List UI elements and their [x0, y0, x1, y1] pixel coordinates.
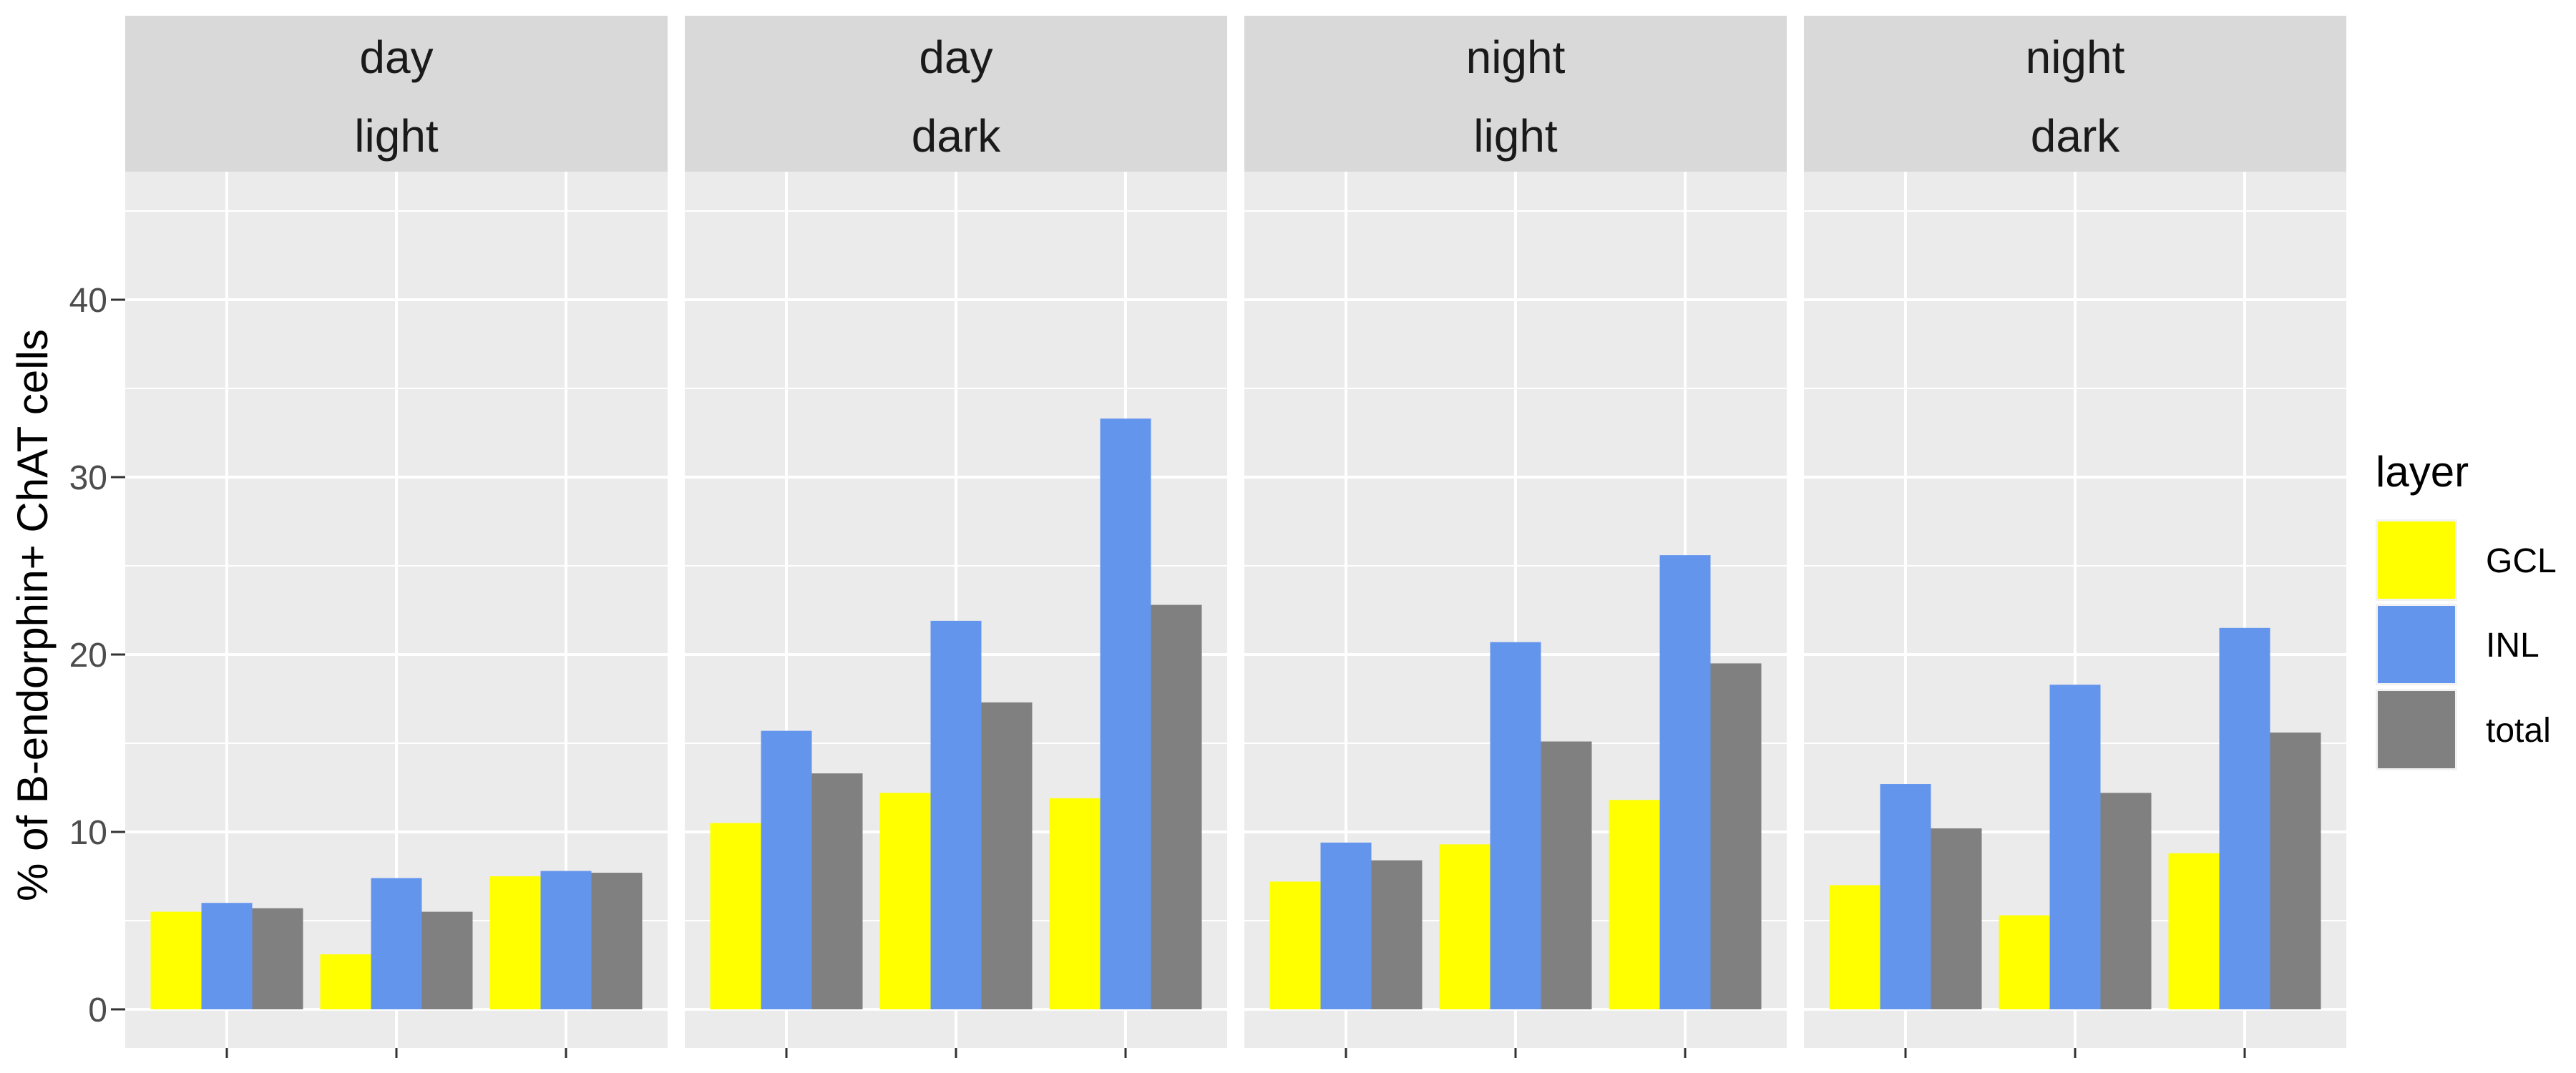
bar-inl [1880, 784, 1931, 1009]
bar-total [2270, 733, 2321, 1009]
bar-inl [761, 730, 812, 1009]
bar-total [1710, 663, 1762, 1009]
bar-gcl [1829, 885, 1880, 1009]
bar-total [981, 702, 1033, 1009]
bar-total [2100, 793, 2152, 1009]
bar-gcl [1439, 844, 1491, 1009]
bar-total [252, 908, 303, 1009]
bar-gcl [710, 823, 761, 1009]
legend-key-total [2378, 691, 2455, 768]
legend: layer GCL INL total [2376, 448, 2557, 770]
facet-strip-label: light [354, 110, 439, 162]
y-tick-label: 10 [69, 814, 107, 852]
facet-strip [125, 16, 668, 172]
bar-total [811, 773, 863, 1009]
y-tick-label: 30 [69, 459, 107, 497]
bar-gcl [1269, 881, 1321, 1009]
facet-strip [1804, 16, 2346, 172]
facet-strip-label: night [1466, 31, 1566, 83]
bar-gcl [1999, 915, 2050, 1009]
bar-total [1151, 604, 1202, 1009]
legend-key-inl [2378, 606, 2455, 683]
legend-key-gcl [2378, 521, 2455, 599]
legend-label: total [2486, 712, 2551, 750]
facet-panel: day dark [685, 16, 1227, 1058]
bar-inl [1100, 418, 1151, 1009]
bar-total [591, 873, 643, 1009]
facet-strip [685, 16, 1227, 172]
legend-title: layer [2376, 448, 2469, 496]
bar-gcl [1609, 800, 1660, 1009]
bar-total [1541, 741, 1592, 1009]
bar-gcl [489, 876, 541, 1009]
bar-inl [1320, 842, 1372, 1009]
facet-panel: day light [125, 16, 668, 1058]
bar-inl [930, 620, 982, 1009]
y-tick-label: 0 [88, 991, 107, 1029]
facet-strip-label: night [2026, 31, 2125, 83]
bar-inl [1659, 555, 1711, 1009]
bar-gcl [1049, 798, 1101, 1009]
y-axis-title: % of B-endorphin+ ChAT cells [9, 329, 57, 901]
legend-label: GCL [2486, 542, 2557, 580]
bar-inl [540, 871, 592, 1009]
facet-panel: night dark [1804, 16, 2346, 1058]
facet-strip-label: day [359, 31, 433, 83]
bar-gcl [2168, 853, 2220, 1009]
bar-inl [1490, 642, 1541, 1009]
bar-gcl [150, 911, 202, 1009]
bar-gcl [320, 954, 371, 1009]
bar-gcl [879, 793, 931, 1009]
bar-inl [2049, 685, 2101, 1009]
legend-label: INL [2486, 627, 2540, 665]
facet-strip-label: day [919, 31, 992, 83]
panels: 0 10 20 30 40 day light day dark night light night d… [69, 16, 2346, 1058]
bar-total [1931, 828, 1982, 1009]
facet-strip-label: light [1473, 110, 1558, 162]
y-tick-label: 40 [69, 282, 107, 320]
bar-inl [371, 878, 422, 1009]
facet-strip [1244, 16, 1787, 172]
bar-inl [201, 903, 253, 1009]
bar-total [421, 911, 473, 1009]
facet-strip-label: dark [912, 110, 1002, 162]
facet-strip-label: dark [2031, 110, 2121, 162]
facet-panel: night light [1244, 16, 1787, 1058]
y-tick-label: 20 [69, 637, 107, 675]
bar-inl [2219, 627, 2270, 1009]
bar-total [1371, 860, 1423, 1009]
